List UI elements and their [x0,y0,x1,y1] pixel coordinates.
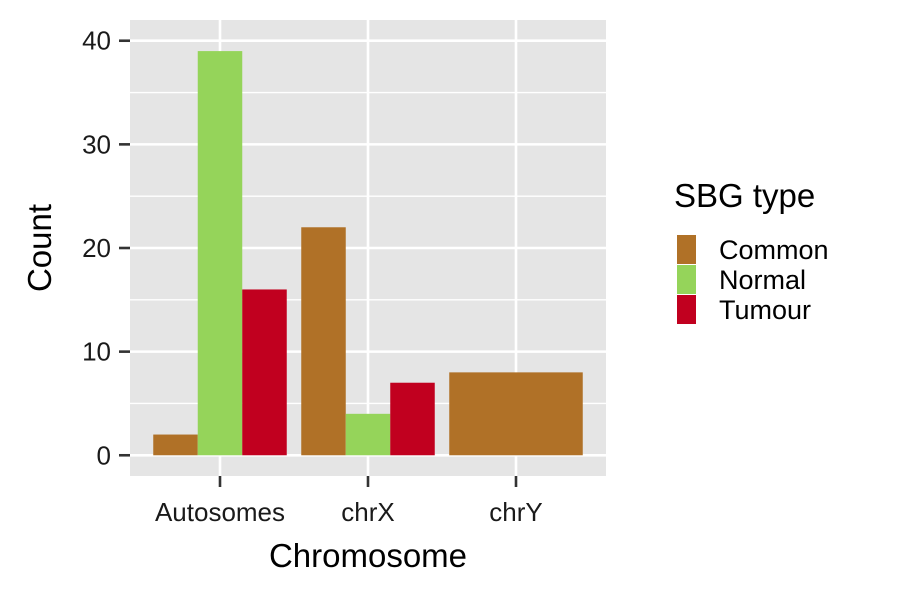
x-tick-label: Autosomes [155,497,285,527]
y-tick-label: 40 [82,26,111,56]
x-tick-label: chrY [489,497,542,527]
x-axis-title: Chromosome [269,537,467,574]
legend-label-common: Common [719,235,829,265]
y-tick-label: 10 [82,337,111,367]
legend-key-normal [677,265,696,294]
legend-key-tumour [677,295,696,324]
y-tick-label: 20 [82,233,111,263]
bar-common-chry [449,372,583,456]
bar-tumour-chrx [390,382,435,456]
legend-title: SBG type [674,177,815,214]
y-axis-title: Count [21,204,58,292]
bar-normal-autosomes [197,51,243,456]
legend-label-normal: Normal [719,265,806,295]
bar-common-chrx [301,227,346,456]
y-tick-label: 30 [82,129,111,159]
x-axis: Autosomes chrX chrY [155,476,543,527]
bar-common-autosomes [153,434,198,456]
y-tick-label: 0 [97,440,111,470]
x-tick-label: chrX [341,497,394,527]
bar-tumour-autosomes [242,289,287,456]
legend-label-tumour: Tumour [719,295,811,325]
bars [153,51,583,456]
y-axis: 0 10 20 30 40 [82,26,130,470]
legend-key-common [677,235,696,264]
bar-normal-chrx [345,413,391,456]
